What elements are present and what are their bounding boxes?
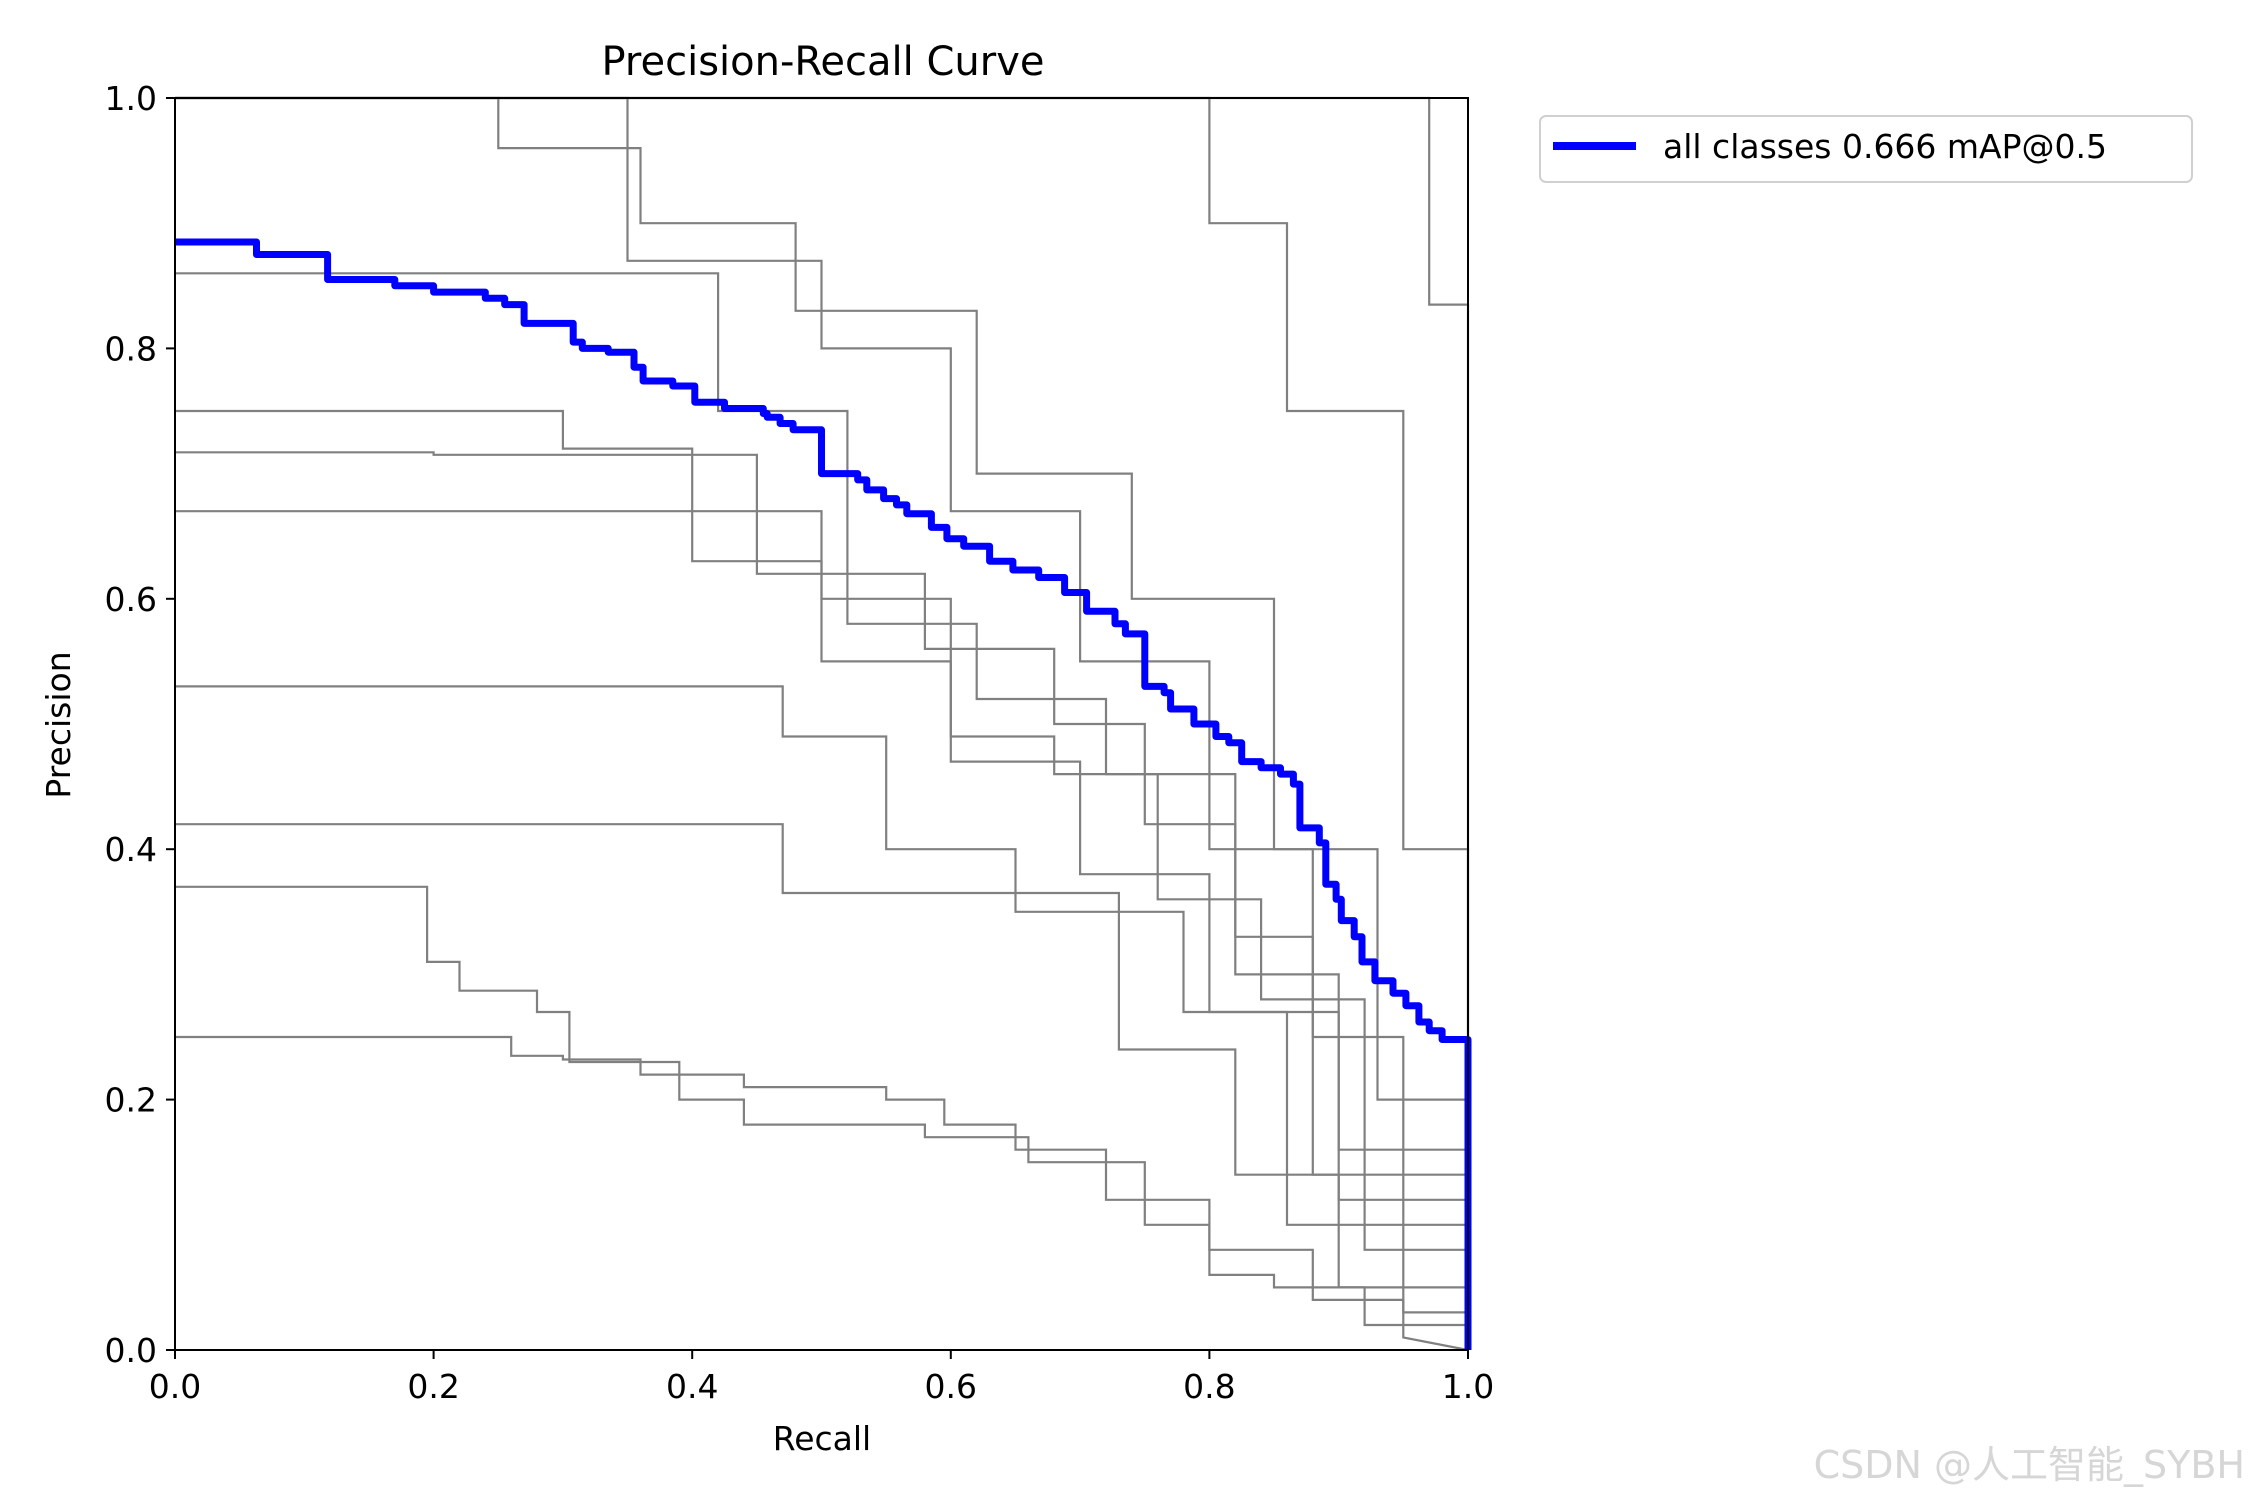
class-pr-line-11 — [175, 885, 1470, 1350]
class-pr-line-12 — [175, 1035, 1469, 1352]
class-pr-line-6 — [175, 409, 1470, 1350]
class-pr-line-7 — [175, 451, 1470, 1350]
class-pr-line-2 — [175, 96, 1470, 1350]
axes-frame — [174, 97, 1469, 1351]
class-pr-line-4 — [175, 96, 1470, 1350]
class-pr-line-9 — [175, 685, 1470, 1350]
all-classes-series-group — [175, 238, 1472, 1350]
class-series-group — [175, 96, 1470, 1352]
y-tick-label: 0.0 — [105, 1331, 157, 1370]
legend: all classes 0.666 mAP@0.5 — [1539, 115, 2193, 183]
x-axis-label: Recall — [773, 1419, 871, 1458]
y-axis-label: Precision — [39, 651, 78, 798]
all-classes-pr-line — [175, 238, 1472, 1350]
y-tick-label: 0.6 — [105, 580, 157, 619]
x-axis: 0.0 0.2 0.4 0.6 0.8 1.0 — [149, 1350, 1494, 1406]
class-pr-line-8 — [175, 510, 1470, 1350]
plot-area — [174, 96, 1472, 1352]
x-tick-label: 1.0 — [1442, 1367, 1494, 1406]
watermark-text: CSDN @人工智能_SYBH — [1814, 1443, 2245, 1487]
class-pr-line-10 — [175, 823, 1470, 1350]
x-tick-label: 0.4 — [666, 1367, 718, 1406]
x-tick-label: 0.6 — [925, 1367, 977, 1406]
legend-label-all-classes: all classes 0.666 mAP@0.5 — [1663, 127, 2107, 166]
y-tick-label: 0.8 — [105, 329, 157, 368]
x-tick-label: 0.8 — [1183, 1367, 1235, 1406]
y-tick-label: 1.0 — [105, 79, 157, 118]
y-tick-label: 0.4 — [105, 830, 157, 869]
x-tick-label: 0.2 — [407, 1367, 459, 1406]
y-axis: 0.0 0.2 0.4 0.6 0.8 1.0 — [105, 79, 175, 1370]
y-tick-label: 0.2 — [105, 1081, 157, 1120]
legend-box — [1539, 115, 2193, 183]
class-pr-line-3 — [175, 96, 1470, 1350]
chart-title: Precision-Recall Curve — [602, 39, 1045, 85]
x-tick-label: 0.0 — [149, 1367, 201, 1406]
